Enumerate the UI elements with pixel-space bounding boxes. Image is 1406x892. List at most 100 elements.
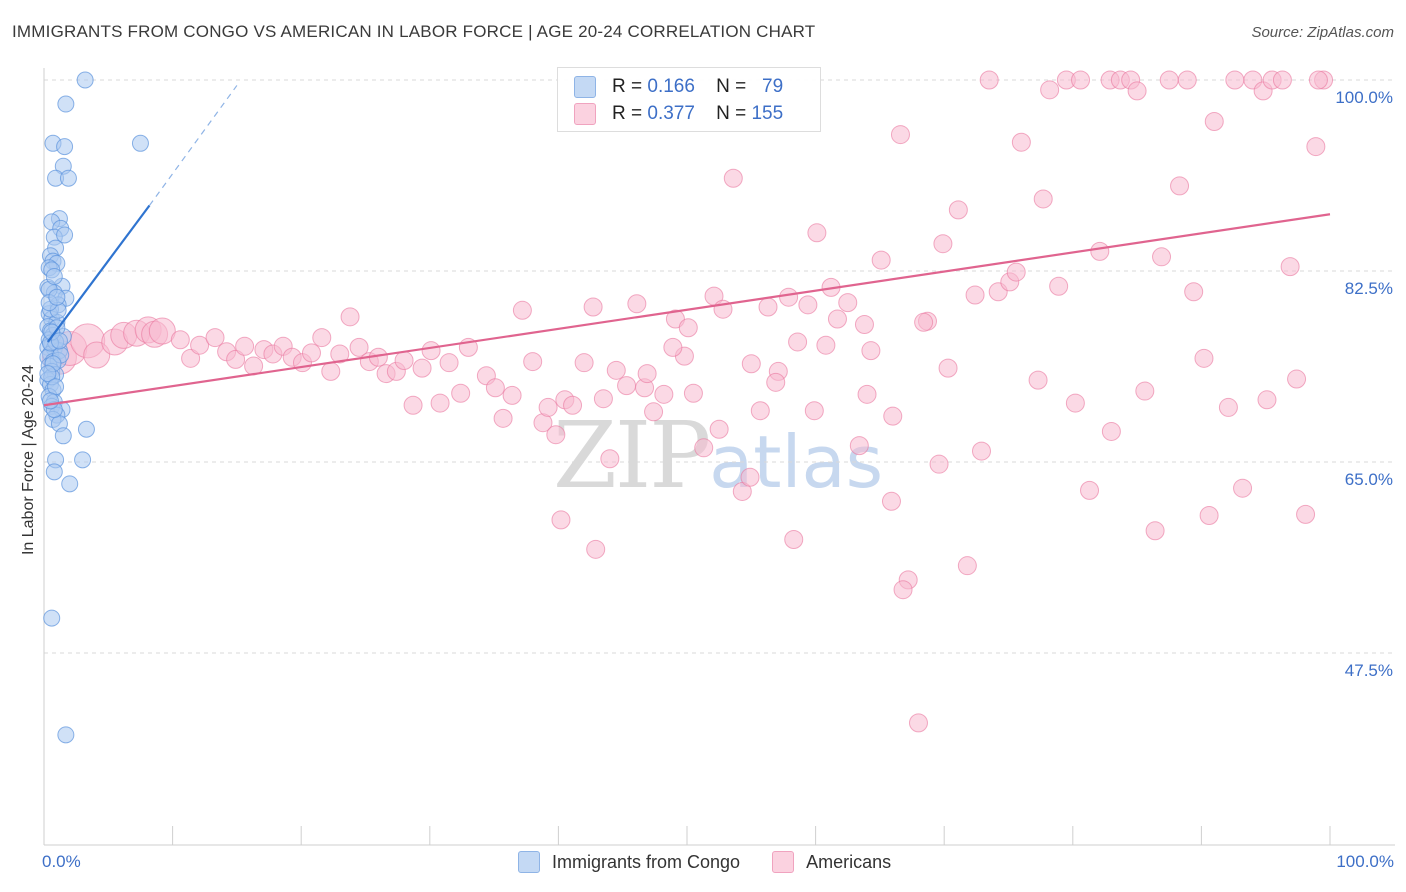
americans-point: [617, 376, 637, 396]
legend-swatch-americans: [574, 103, 596, 125]
americans-point: [893, 580, 913, 600]
congo-points: [39, 71, 149, 744]
legend-item-americans[interactable]: Americans: [772, 851, 891, 873]
chart-title: IMMIGRANTS FROM CONGO VS AMERICAN IN LAB…: [12, 22, 816, 41]
americans-point: [979, 70, 999, 90]
legend-n-value-congo: 79: [762, 76, 784, 97]
americans-point: [1225, 70, 1245, 90]
legend-row-congo: R = 0.166 N = 79: [574, 74, 783, 100]
americans-point: [1101, 421, 1121, 441]
americans-point: [929, 454, 949, 474]
americans-point: [493, 408, 513, 428]
americans-point: [1011, 132, 1031, 152]
congo-point: [48, 288, 66, 306]
americans-point: [1065, 393, 1085, 413]
americans-point: [190, 335, 210, 355]
x-tick-label-max: 100.0%: [1336, 852, 1394, 871]
americans-point: [766, 372, 786, 392]
y-tick-label: 82.5%: [1345, 279, 1393, 298]
americans-point: [683, 383, 703, 403]
legend-r-value-americans: 0.377: [647, 103, 695, 124]
y-axis-label: In Labor Force | Age 20-24: [20, 364, 37, 556]
americans-point: [827, 309, 847, 329]
americans-point: [871, 250, 891, 270]
americans-point: [301, 343, 321, 363]
americans-point: [1033, 189, 1053, 209]
legend-swatch-congo: [574, 76, 596, 98]
y-tick-label: 65.0%: [1345, 470, 1393, 489]
legend-r-label: R =: [612, 103, 643, 124]
congo-point: [50, 332, 68, 350]
legend-swatch-congo: [518, 851, 540, 873]
americans-point: [205, 328, 225, 348]
americans-point: [1257, 390, 1277, 410]
americans-point: [1090, 241, 1110, 261]
americans-point: [750, 401, 770, 421]
americans-point: [854, 314, 874, 334]
congo-point: [131, 134, 149, 152]
americans-point: [807, 223, 827, 243]
congo-point: [57, 726, 75, 744]
americans-point: [1028, 370, 1048, 390]
americans-point: [1233, 478, 1253, 498]
americans-point: [1272, 70, 1292, 90]
americans-point: [788, 332, 808, 352]
americans-point: [538, 397, 558, 417]
congo-trend-extension: [148, 85, 238, 206]
americans-point: [627, 294, 647, 314]
americans-point: [798, 295, 818, 315]
americans-point: [606, 360, 626, 380]
americans-point: [1159, 70, 1179, 90]
americans-point: [694, 438, 714, 458]
americans-point: [439, 353, 459, 373]
americans-point: [546, 425, 566, 445]
americans-point: [857, 384, 877, 404]
americans-point: [226, 349, 246, 369]
legend-n-label: N =: [716, 103, 747, 124]
correlation-legend: R = 0.166 N = 79 R = 0.377 N = 155: [557, 67, 821, 132]
americans-point: [914, 312, 934, 332]
americans-point: [723, 168, 743, 188]
americans-point: [1306, 137, 1326, 157]
americans-point: [563, 395, 583, 415]
congo-point: [61, 475, 79, 493]
americans-point: [838, 293, 858, 313]
congo-point: [56, 138, 74, 156]
americans-point: [883, 406, 903, 426]
americans-point: [881, 491, 901, 511]
congo-trend-line: [46, 204, 151, 343]
americans-point: [583, 297, 603, 317]
americans-point: [586, 539, 606, 559]
y-tick-labels: 47.5% 65.0% 82.5% 100.0%: [1335, 88, 1393, 680]
americans-point: [971, 441, 991, 461]
congo-point: [39, 365, 57, 383]
americans-point: [890, 125, 910, 145]
americans-point: [148, 317, 176, 345]
americans-point: [451, 383, 471, 403]
americans-point: [593, 389, 613, 409]
americans-point: [1194, 348, 1214, 368]
congo-point: [47, 378, 65, 396]
congo-point: [59, 169, 77, 187]
americans-point: [965, 285, 985, 305]
watermark-zip: ZIP: [553, 402, 711, 509]
legend-r-label: R =: [612, 76, 643, 97]
americans-point: [933, 234, 953, 254]
americans-point: [644, 402, 664, 422]
legend-n-value-americans: 155: [751, 103, 784, 124]
americans-point: [394, 350, 414, 370]
americans-point: [957, 556, 977, 576]
chart-source: Source: ZipAtlas.com: [1251, 24, 1394, 41]
americans-point: [804, 401, 824, 421]
congo-point: [41, 392, 59, 410]
congo-point: [45, 463, 63, 481]
americans-point: [741, 354, 761, 374]
americans-point: [779, 287, 799, 307]
americans-point: [512, 300, 532, 320]
americans-point: [816, 335, 836, 355]
americans-point: [523, 352, 543, 372]
americans-point: [600, 449, 620, 469]
legend-item-congo[interactable]: Immigrants from Congo: [518, 851, 740, 873]
congo-point: [77, 420, 95, 438]
